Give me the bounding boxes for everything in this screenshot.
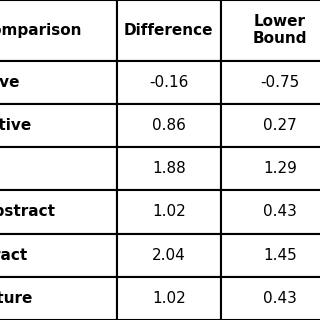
Text: Lower: Lower bbox=[254, 14, 306, 29]
Text: tic Abstract: tic Abstract bbox=[0, 204, 55, 220]
Bar bbox=[221, 0, 320, 60]
Text: Abstract: Abstract bbox=[0, 248, 28, 263]
Text: -0.16: -0.16 bbox=[149, 75, 188, 90]
Text: 2.04: 2.04 bbox=[152, 248, 186, 263]
Bar bbox=[117, 147, 221, 190]
Text: 0.27: 0.27 bbox=[263, 118, 297, 133]
Bar bbox=[0, 277, 117, 320]
Text: 1.02: 1.02 bbox=[152, 204, 186, 220]
Text: 0.43: 0.43 bbox=[263, 204, 297, 220]
Text: -0.75: -0.75 bbox=[260, 75, 300, 90]
Bar bbox=[0, 190, 117, 234]
Text: Difference: Difference bbox=[124, 23, 213, 38]
Bar bbox=[0, 60, 117, 104]
Bar bbox=[117, 0, 221, 60]
Bar bbox=[221, 234, 320, 277]
Text: 1.88: 1.88 bbox=[152, 161, 186, 176]
Bar bbox=[0, 234, 117, 277]
Text: 1.29: 1.29 bbox=[263, 161, 297, 176]
Text: g Picture: g Picture bbox=[0, 291, 33, 306]
Text: 1.02: 1.02 bbox=[152, 291, 186, 306]
Bar bbox=[0, 104, 117, 147]
Bar bbox=[221, 277, 320, 320]
Bar bbox=[221, 147, 320, 190]
Text: Comparison: Comparison bbox=[0, 23, 82, 38]
Text: Bound: Bound bbox=[253, 31, 307, 46]
Bar bbox=[117, 277, 221, 320]
Text: ffective: ffective bbox=[0, 75, 21, 90]
Bar bbox=[117, 60, 221, 104]
Bar bbox=[117, 190, 221, 234]
Bar bbox=[221, 60, 320, 104]
Bar bbox=[221, 190, 320, 234]
Text: Affective: Affective bbox=[0, 118, 32, 133]
Bar bbox=[0, 0, 117, 60]
Text: 0.43: 0.43 bbox=[263, 291, 297, 306]
Text: 0.86: 0.86 bbox=[152, 118, 186, 133]
Bar bbox=[117, 104, 221, 147]
Bar bbox=[117, 234, 221, 277]
Bar bbox=[0, 147, 117, 190]
Text: 1.45: 1.45 bbox=[263, 248, 297, 263]
Bar bbox=[221, 104, 320, 147]
